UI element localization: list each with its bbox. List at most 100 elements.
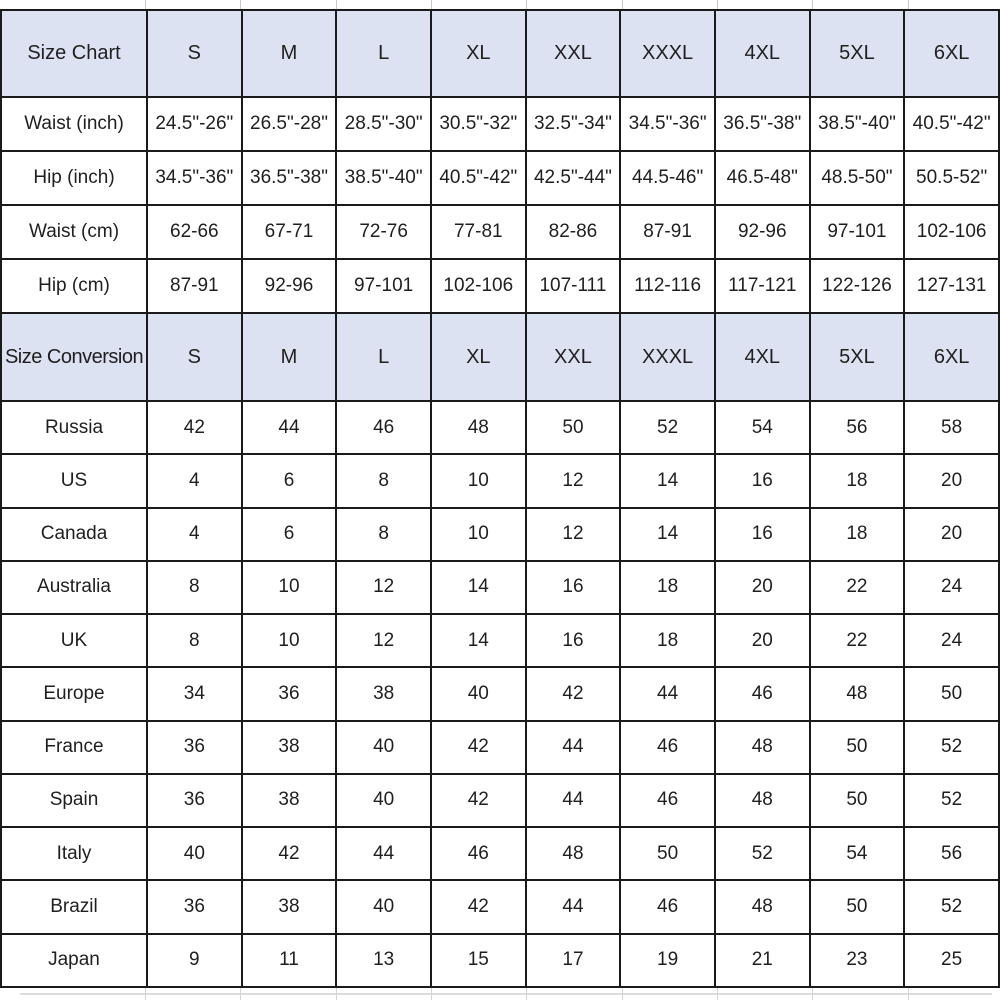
conversion-row-canada: Canada 4 6 8 10 12 14 16 18 20: [0, 506, 1000, 562]
value-cell: 14: [429, 613, 527, 669]
value-cell: 10: [240, 559, 338, 616]
value-cell: 46: [429, 826, 527, 882]
size-header-cell: XXXL: [619, 9, 716, 98]
value-cell: 50: [903, 666, 1000, 722]
value-cell: 25: [903, 932, 1000, 989]
value-cell: 4: [146, 506, 243, 562]
value-cell: 12: [524, 506, 622, 562]
value-cell: 44: [524, 772, 622, 829]
value-cell: 24: [903, 613, 1000, 669]
value-cell: 36: [146, 719, 243, 775]
value-cell: 16: [713, 453, 811, 509]
value-cell: 8: [335, 506, 432, 562]
value-cell: 42: [429, 879, 527, 935]
size-header-cell: S: [146, 9, 243, 98]
measurement-row-waist-cm: Waist (cm) 62-66 67-71 72-76 77-81 82-86…: [0, 204, 1000, 260]
value-cell: 112-116: [619, 258, 716, 314]
value-cell: 46: [335, 399, 432, 456]
value-cell: 22: [808, 613, 906, 669]
size-header-cell: 4XL: [713, 9, 811, 98]
value-cell: 42: [524, 666, 622, 722]
size-conversion-header-row: Size Conversion S M L XL XXL XXXL 4XL 5X…: [0, 312, 1000, 402]
value-cell: 38: [240, 879, 338, 935]
value-cell: 56: [903, 826, 1000, 882]
value-cell: 44: [335, 826, 432, 882]
value-cell: 36.5"-38": [240, 150, 338, 206]
value-cell: 87-91: [619, 204, 716, 260]
value-cell: 82-86: [524, 204, 622, 260]
value-cell: 16: [524, 559, 622, 616]
value-cell: 107-111: [524, 258, 622, 314]
measurement-row-hip-cm: Hip (cm) 87-91 92-96 97-101 102-106 107-…: [0, 258, 1000, 314]
value-cell: 13: [335, 932, 432, 989]
value-cell: 40: [335, 879, 432, 935]
value-cell: 58: [903, 399, 1000, 456]
value-cell: 16: [713, 506, 811, 562]
value-cell: 77-81: [429, 204, 527, 260]
row-label: Hip (inch): [0, 150, 148, 206]
row-label: France: [0, 719, 148, 775]
size-header-cell: XL: [429, 312, 527, 402]
value-cell: 19: [619, 932, 716, 989]
value-cell: 14: [619, 453, 716, 509]
value-cell: 48: [808, 666, 906, 722]
value-cell: 48: [713, 719, 811, 775]
value-cell: 50: [619, 826, 716, 882]
row-label: Waist (cm): [0, 204, 148, 260]
value-cell: 6: [240, 453, 338, 509]
measurement-row-hip-inch: Hip (inch) 34.5"-36" 36.5"-38" 38.5"-40"…: [0, 150, 1000, 206]
value-cell: 18: [808, 453, 906, 509]
value-cell: 50: [808, 879, 906, 935]
value-cell: 48: [429, 399, 527, 456]
conversion-row-france: France 36 38 40 42 44 46 48 50 52: [0, 719, 1000, 775]
value-cell: 38: [335, 666, 432, 722]
value-cell: 8: [335, 453, 432, 509]
value-cell: 30.5"-32": [429, 96, 527, 152]
value-cell: 26.5"-28": [240, 96, 338, 152]
value-cell: 38.5"-40": [808, 96, 906, 152]
value-cell: 21: [713, 932, 811, 989]
value-cell: 50.5-52": [903, 150, 1000, 206]
value-cell: 17: [524, 932, 622, 989]
size-header-cell: 5XL: [808, 312, 906, 402]
value-cell: 10: [240, 613, 338, 669]
value-cell: 20: [903, 453, 1000, 509]
measurement-row-waist-inch: Waist (inch) 24.5"-26" 26.5"-28" 28.5"-3…: [0, 96, 1000, 152]
value-cell: 12: [335, 559, 432, 616]
value-cell: 92-96: [240, 258, 338, 314]
size-header-cell: XL: [429, 9, 527, 98]
value-cell: 44: [240, 399, 338, 456]
value-cell: 38: [240, 772, 338, 829]
value-cell: 50: [808, 772, 906, 829]
row-label: Brazil: [0, 879, 148, 935]
value-cell: 14: [429, 559, 527, 616]
value-cell: 20: [903, 506, 1000, 562]
value-cell: 54: [713, 399, 811, 456]
row-label: Spain: [0, 772, 148, 829]
value-cell: 18: [619, 613, 716, 669]
table-bottom-fragment: [0, 988, 1000, 1000]
value-cell: 10: [429, 506, 527, 562]
value-cell: 11: [240, 932, 338, 989]
row-label: Japan: [0, 932, 148, 989]
value-cell: 102-106: [903, 204, 1000, 260]
value-cell: 24.5"-26": [146, 96, 243, 152]
row-label: Europe: [0, 666, 148, 722]
value-cell: 40: [146, 826, 243, 882]
conversion-row-spain: Spain 36 38 40 42 44 46 48 50 52: [0, 772, 1000, 829]
value-cell: 48: [524, 826, 622, 882]
value-cell: 46: [619, 772, 716, 829]
value-cell: 127-131: [903, 258, 1000, 314]
value-cell: 4: [146, 453, 243, 509]
value-cell: 36: [240, 666, 338, 722]
value-cell: 52: [903, 772, 1000, 829]
value-cell: 52: [713, 826, 811, 882]
value-cell: 38: [240, 719, 338, 775]
row-label: Russia: [0, 399, 148, 456]
size-header-cell: XXL: [524, 9, 622, 98]
conversion-row-italy: Italy 40 42 44 46 48 50 52 54 56: [0, 826, 1000, 882]
value-cell: 46.5-48": [713, 150, 811, 206]
value-cell: 36: [146, 772, 243, 829]
value-cell: 97-101: [335, 258, 432, 314]
value-cell: 34.5"-36": [619, 96, 716, 152]
